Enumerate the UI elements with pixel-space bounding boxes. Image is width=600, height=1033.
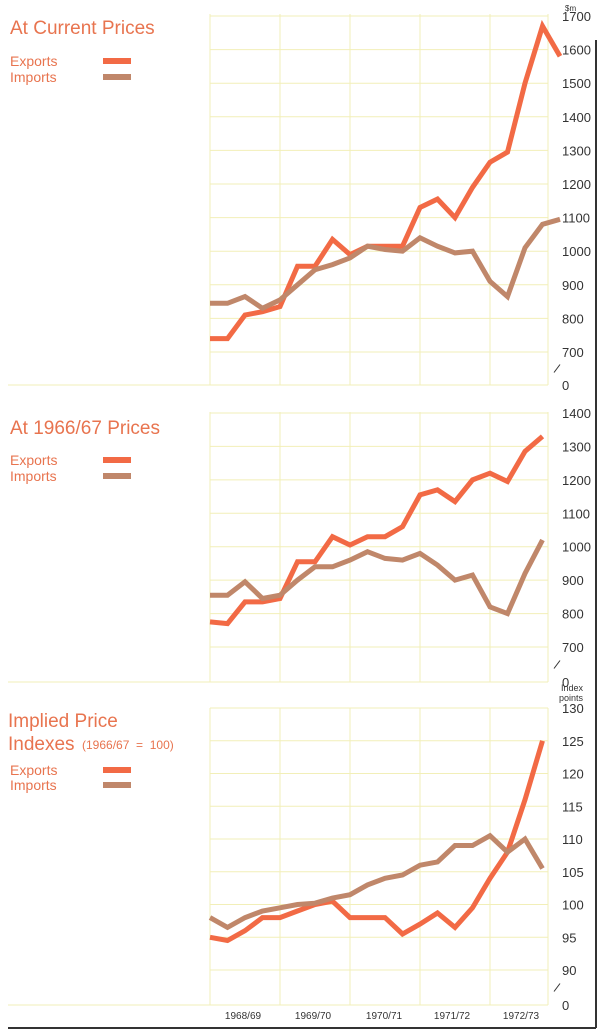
panel1-legend-imports-swatch bbox=[103, 74, 131, 80]
panel2-title: At 1966/67 Prices bbox=[10, 418, 160, 439]
panel3-y-tick-label: 115 bbox=[562, 799, 583, 814]
panel2-y-tick-label: 0 bbox=[562, 675, 569, 690]
panel2-y-tick-label: 900 bbox=[562, 573, 584, 588]
panel1-y-tick-label: 1100 bbox=[562, 211, 590, 226]
panel3-legend-imports-label: Imports bbox=[10, 777, 57, 793]
panel3-legend-imports-swatch bbox=[103, 782, 131, 788]
panel3-y-tick-label: 0 bbox=[562, 998, 569, 1013]
panel1-series-exports bbox=[210, 19, 563, 342]
panel2-y-tick-label: 1100 bbox=[562, 506, 590, 521]
panel3-legend-exports-label: Exports bbox=[10, 762, 57, 778]
panel2-series-exports bbox=[209, 434, 545, 627]
panel1-y-tick-label: 1200 bbox=[562, 177, 591, 192]
panel3-unit-label-1: Index bbox=[561, 683, 584, 693]
panel3-title-line2: Indexes bbox=[8, 734, 75, 755]
panel3-y-tick-label: 95 bbox=[562, 930, 576, 945]
panel1-y-tick-label: 700 bbox=[562, 345, 584, 360]
panel3-legend-exports-swatch bbox=[103, 767, 131, 773]
panel1-y-tick-label: 1600 bbox=[562, 43, 591, 58]
panel3-y-tick-label: 110 bbox=[562, 832, 583, 847]
panel3-series-exports bbox=[209, 740, 545, 944]
axis-layer: 0700800900100011001200130014001500160017… bbox=[8, 9, 597, 1029]
grid-layer bbox=[8, 14, 549, 1006]
panel3-y-tick-label: 130 bbox=[562, 701, 584, 716]
panel1-y-tick-label: 800 bbox=[562, 311, 584, 326]
panel1-y-tick-label: 1000 bbox=[562, 244, 591, 259]
panel2-legend-exports-label: Exports bbox=[10, 452, 57, 468]
line-layer bbox=[208, 19, 563, 944]
panel2-series-imports bbox=[210, 538, 545, 617]
panel3-y-tick-label: 100 bbox=[562, 898, 584, 913]
panel3-unit-label-2: points bbox=[559, 693, 584, 703]
panel3-subtitle: (1966/67 = 100) bbox=[82, 738, 174, 752]
panel1-legend-exports-label: Exports bbox=[10, 53, 57, 69]
panel1-series-imports bbox=[210, 216, 561, 312]
panel1-title: At Current Prices bbox=[10, 18, 155, 39]
panel2-y-tick-label: 1300 bbox=[562, 439, 591, 454]
panel3-y-tick-label: 105 bbox=[562, 865, 584, 880]
panel1-unit-label: $m bbox=[565, 4, 576, 13]
panel1-axis-break bbox=[553, 364, 561, 373]
panel3-title-line1: Implied Price bbox=[8, 711, 118, 732]
panel3-series-imports bbox=[208, 832, 545, 931]
panel3-y-tick-label: 90 bbox=[562, 963, 576, 978]
x-tick-label: 1970/71 bbox=[366, 1011, 403, 1022]
panel1-legend-exports-swatch bbox=[103, 58, 131, 64]
legend-swatches bbox=[103, 58, 131, 788]
panel2-axis-break bbox=[553, 660, 561, 669]
panel1-y-tick-label: 1700 bbox=[562, 9, 591, 24]
panel2-y-tick-label: 1000 bbox=[562, 540, 591, 555]
text-layer: At Current Prices Exports Imports At 196… bbox=[8, 4, 584, 793]
panel1-y-tick-label: 1500 bbox=[562, 76, 591, 91]
panel2-y-tick-label: 1400 bbox=[562, 406, 591, 421]
panel3-y-tick-label: 125 bbox=[562, 734, 584, 749]
panel1-y-tick-label: 900 bbox=[562, 278, 584, 293]
panel1-y-tick-label: 1400 bbox=[562, 110, 591, 125]
panel2-legend-exports-swatch bbox=[103, 457, 131, 463]
x-tick-label: 1971/72 bbox=[434, 1011, 471, 1022]
panel2-y-tick-label: 1200 bbox=[562, 473, 591, 488]
panel2-y-tick-label: 700 bbox=[562, 640, 584, 655]
panel1-legend-imports-label: Imports bbox=[10, 69, 57, 85]
panel1-y-tick-label: 1300 bbox=[562, 143, 591, 158]
panel2-legend-imports-swatch bbox=[103, 473, 131, 479]
panel3-y-tick-label: 120 bbox=[562, 767, 584, 782]
panel3-axis-break bbox=[553, 983, 561, 992]
x-tick-label: 1972/73 bbox=[503, 1011, 540, 1022]
x-tick-label: 1969/70 bbox=[295, 1011, 332, 1022]
panel2-y-tick-label: 800 bbox=[562, 607, 584, 622]
x-tick-label: 1968/69 bbox=[225, 1011, 262, 1022]
panel2-legend-imports-label: Imports bbox=[10, 468, 57, 484]
panel1-y-tick-label: 0 bbox=[562, 378, 569, 393]
